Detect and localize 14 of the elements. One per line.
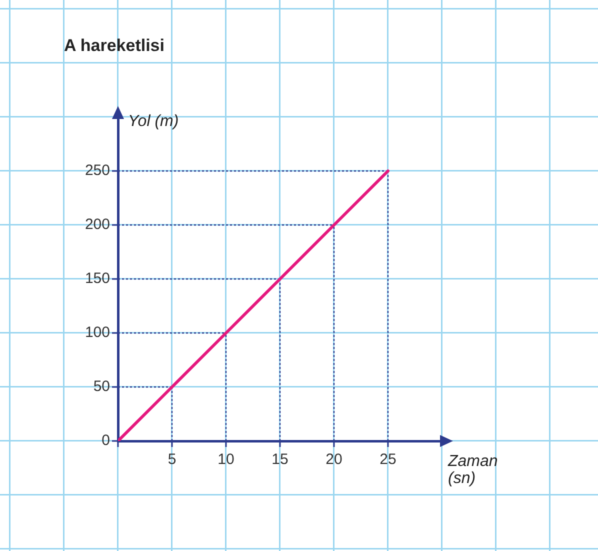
y-tick-label: 150 <box>84 270 110 288</box>
y-tick-label: 100 <box>84 324 110 342</box>
x-tick-label: 25 <box>380 451 396 468</box>
x-tick-label: 15 <box>272 451 288 468</box>
y-tick-label: 200 <box>84 216 110 234</box>
y-axis-title: Yol (m) <box>128 113 179 131</box>
x-tick-label: 20 <box>326 451 342 468</box>
x-tick-label: 5 <box>168 451 176 468</box>
x-tick-label: 10 <box>218 451 234 468</box>
x-axis-title: Zaman (sn) <box>448 453 499 487</box>
y-tick-label: 250 <box>84 162 110 180</box>
y-tick-label: 0 <box>102 432 110 450</box>
chart-title: A hareketlisi <box>64 36 164 56</box>
y-tick-label: 50 <box>93 378 110 396</box>
